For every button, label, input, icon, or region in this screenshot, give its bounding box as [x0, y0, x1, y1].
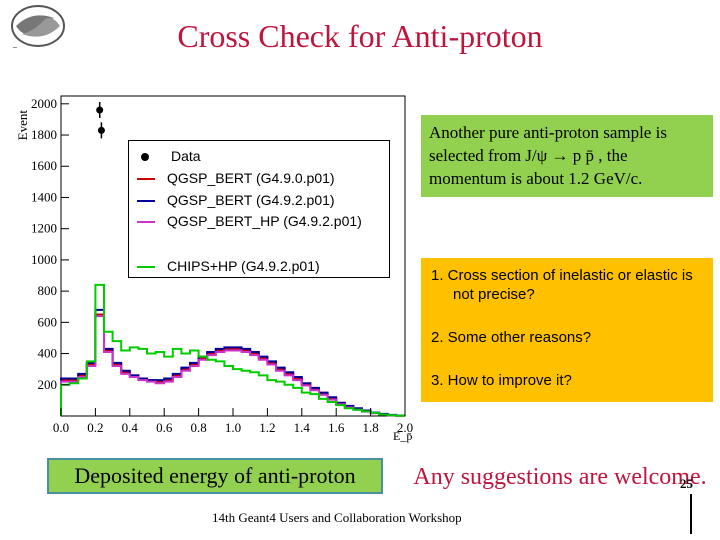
x-tick-label: 1.0	[225, 420, 241, 435]
x-tick-label: 1.8	[362, 420, 378, 435]
y-tick-label: 800	[38, 283, 58, 298]
legend-label: QGSP_BERT (G4.9.0.p01)	[167, 170, 335, 186]
reason-item: 1. Cross section of inelastic or elastic…	[431, 267, 693, 303]
x-tick-label: 0.8	[190, 420, 206, 435]
slide-title: Cross Check for Anti-proton	[177, 18, 543, 54]
legend-item-qgsp-bert-901: QGSP_BERT (G4.9.0.p01)	[137, 167, 335, 189]
y-tick-label: 1200	[31, 221, 57, 236]
reason-item: 2. Some other reasons?	[431, 329, 592, 346]
y-tick-label: 200	[38, 377, 58, 392]
chart-caption: Deposited energy of anti-proton	[47, 458, 383, 494]
x-axis-label: E_p̄	[393, 429, 412, 443]
series-layer	[60, 283, 405, 417]
legend-label: QGSP_BERT_HP (G4.9.2.p01)	[167, 213, 362, 229]
y-tick-label: 400	[38, 346, 58, 361]
chart-legend: Data QGSP_BERT (G4.9.0.p01) QGSP_BERT (G…	[128, 140, 390, 278]
series-line	[60, 283, 405, 417]
x-tick-label: 1.6	[328, 420, 345, 435]
series-line	[60, 308, 405, 417]
y-tick-label: 600	[38, 314, 58, 329]
suggestion-text: Any suggestions are welcome.	[413, 464, 707, 490]
legend-line-marker	[137, 221, 155, 224]
legend-line-marker	[137, 266, 155, 269]
legend-item-qgsp-bert-hp: QGSP_BERT_HP (G4.9.2.p01)	[137, 211, 387, 233]
svg-text:~: ~	[12, 44, 18, 52]
y-axis-label: Event	[15, 110, 30, 141]
data-points-layer	[96, 102, 105, 139]
y-tick-label: 1600	[31, 158, 57, 173]
legend-label: CHIPS+HP (G4.9.2.p01)	[167, 258, 320, 274]
y-tick-label: 1400	[31, 189, 57, 204]
x-tick-label: 2.0	[397, 420, 413, 435]
legend-item-data: Data	[137, 145, 201, 167]
x-tick-label: 0.0	[53, 420, 69, 435]
page-number: 25	[680, 476, 693, 491]
footer-divider	[690, 494, 692, 534]
sample-info-text: Another pure anti-proton sample is selec…	[429, 123, 667, 188]
x-tick-label: 0.4	[122, 420, 139, 435]
reasons-box: 1. Cross section of inelastic or elastic…	[421, 258, 713, 402]
y-tick-label: 2000	[31, 96, 57, 111]
x-tick-label: 1.4	[294, 420, 311, 435]
sample-info-box: Another pure anti-proton sample is selec…	[421, 115, 713, 197]
legend-label: Data	[171, 148, 201, 164]
footer-text: 14th Geant4 Users and Collaboration Work…	[212, 510, 462, 525]
x-tick-label: 0.6	[156, 420, 173, 435]
ticks-layer: 0.0 0.2 0.4 0.6 0.8 1.0 1.2 1.4 1.6 1.8 2.0 200 400 6…	[31, 96, 413, 435]
x-tick-label: 0.2	[87, 420, 103, 435]
x-tick-label: 1.2	[259, 420, 275, 435]
legend-dot-marker	[141, 153, 149, 162]
institute-logo: ~	[11, 5, 65, 52]
y-tick-label: 1800	[31, 127, 57, 142]
legend-line-marker	[137, 178, 155, 181]
legend-label: QGSP_BERT (G4.9.2.p01)	[167, 192, 335, 208]
legend-item-chips-hp: CHIPS+HP (G4.9.2.p01)	[137, 255, 320, 277]
legend-item-qgsp-bert-921: QGSP_BERT (G4.9.2.p01)	[137, 189, 335, 211]
y-tick-label: 1000	[31, 252, 57, 267]
legend-line-marker	[137, 200, 155, 203]
reason-item: 3. How to improve it?	[431, 372, 572, 389]
